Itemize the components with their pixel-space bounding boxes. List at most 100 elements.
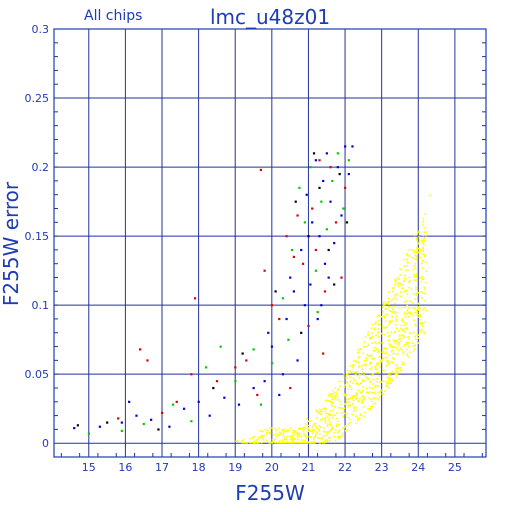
data-point xyxy=(403,336,406,338)
data-point xyxy=(241,352,244,355)
data-point xyxy=(404,316,407,318)
data-point xyxy=(332,427,334,430)
data-point xyxy=(337,388,340,391)
data-point xyxy=(407,307,410,309)
data-point xyxy=(294,438,296,440)
data-point xyxy=(334,439,337,442)
data-point xyxy=(296,436,299,438)
data-point xyxy=(343,373,345,375)
data-point xyxy=(303,432,305,435)
data-point xyxy=(388,362,390,365)
data-point xyxy=(314,422,317,425)
data-point xyxy=(293,441,295,444)
data-point xyxy=(414,267,416,270)
data-point xyxy=(387,379,390,381)
data-point xyxy=(398,278,400,281)
data-point xyxy=(298,435,300,437)
data-point xyxy=(325,228,328,231)
data-point xyxy=(401,319,403,322)
data-point xyxy=(332,389,335,392)
x-tick-label: 24 xyxy=(411,461,425,474)
data-point xyxy=(385,347,387,350)
data-point xyxy=(395,318,397,321)
data-point xyxy=(242,438,245,441)
data-point xyxy=(386,376,389,379)
data-point xyxy=(408,279,411,282)
data-point xyxy=(355,410,357,412)
data-point xyxy=(324,439,326,442)
data-point xyxy=(391,316,394,318)
data-point xyxy=(190,373,193,376)
data-point xyxy=(388,305,391,308)
data-point xyxy=(371,332,373,335)
data-point xyxy=(335,417,338,420)
data-point xyxy=(362,385,365,388)
data-point xyxy=(335,393,338,396)
data-point xyxy=(351,394,353,397)
data-point xyxy=(344,186,347,189)
data-point xyxy=(415,286,417,289)
data-point xyxy=(313,441,315,443)
data-point xyxy=(372,373,374,376)
data-point xyxy=(295,441,297,444)
data-point xyxy=(413,276,416,278)
data-point xyxy=(314,269,317,272)
data-point xyxy=(367,392,370,394)
data-point xyxy=(329,436,331,439)
data-point xyxy=(287,338,290,341)
data-point xyxy=(326,440,329,442)
data-point xyxy=(333,431,336,434)
data-point xyxy=(405,342,408,345)
data-point xyxy=(419,318,422,321)
data-point xyxy=(329,421,332,424)
data-point xyxy=(374,385,376,388)
data-point xyxy=(345,412,347,415)
data-point xyxy=(414,344,416,346)
data-point xyxy=(336,166,339,169)
data-point xyxy=(349,421,351,424)
data-point xyxy=(274,428,277,430)
data-point xyxy=(392,361,394,364)
data-point xyxy=(364,411,366,414)
data-point xyxy=(387,363,390,366)
data-point xyxy=(344,429,347,432)
data-point xyxy=(416,247,418,250)
data-point xyxy=(345,402,348,404)
data-point xyxy=(315,425,317,428)
data-point xyxy=(324,417,327,419)
data-point xyxy=(345,394,347,397)
data-point xyxy=(363,398,366,401)
data-point xyxy=(312,436,315,439)
data-point xyxy=(343,407,346,409)
data-point xyxy=(355,396,358,399)
data-point xyxy=(349,376,352,378)
data-point xyxy=(388,343,391,346)
data-point xyxy=(297,428,300,430)
data-point xyxy=(300,331,303,334)
data-point xyxy=(374,365,376,368)
data-point xyxy=(303,221,306,224)
data-point xyxy=(258,441,260,444)
data-point xyxy=(311,429,314,431)
data-point xyxy=(418,247,421,250)
data-point xyxy=(371,387,374,390)
data-point xyxy=(360,414,363,417)
data-point xyxy=(362,371,365,374)
data-point xyxy=(357,356,360,359)
data-point xyxy=(419,315,421,318)
data-point xyxy=(395,367,398,369)
data-point xyxy=(356,394,358,396)
data-point xyxy=(424,292,426,295)
data-point xyxy=(340,403,342,406)
data-point xyxy=(361,390,364,392)
data-point xyxy=(280,441,283,444)
data-point xyxy=(369,354,372,357)
data-point xyxy=(367,344,370,346)
data-point xyxy=(294,200,297,203)
data-point xyxy=(421,275,423,278)
data-point xyxy=(235,440,237,443)
data-point xyxy=(321,441,324,444)
data-point xyxy=(282,434,284,436)
data-point xyxy=(386,332,389,334)
data-point xyxy=(252,386,255,390)
